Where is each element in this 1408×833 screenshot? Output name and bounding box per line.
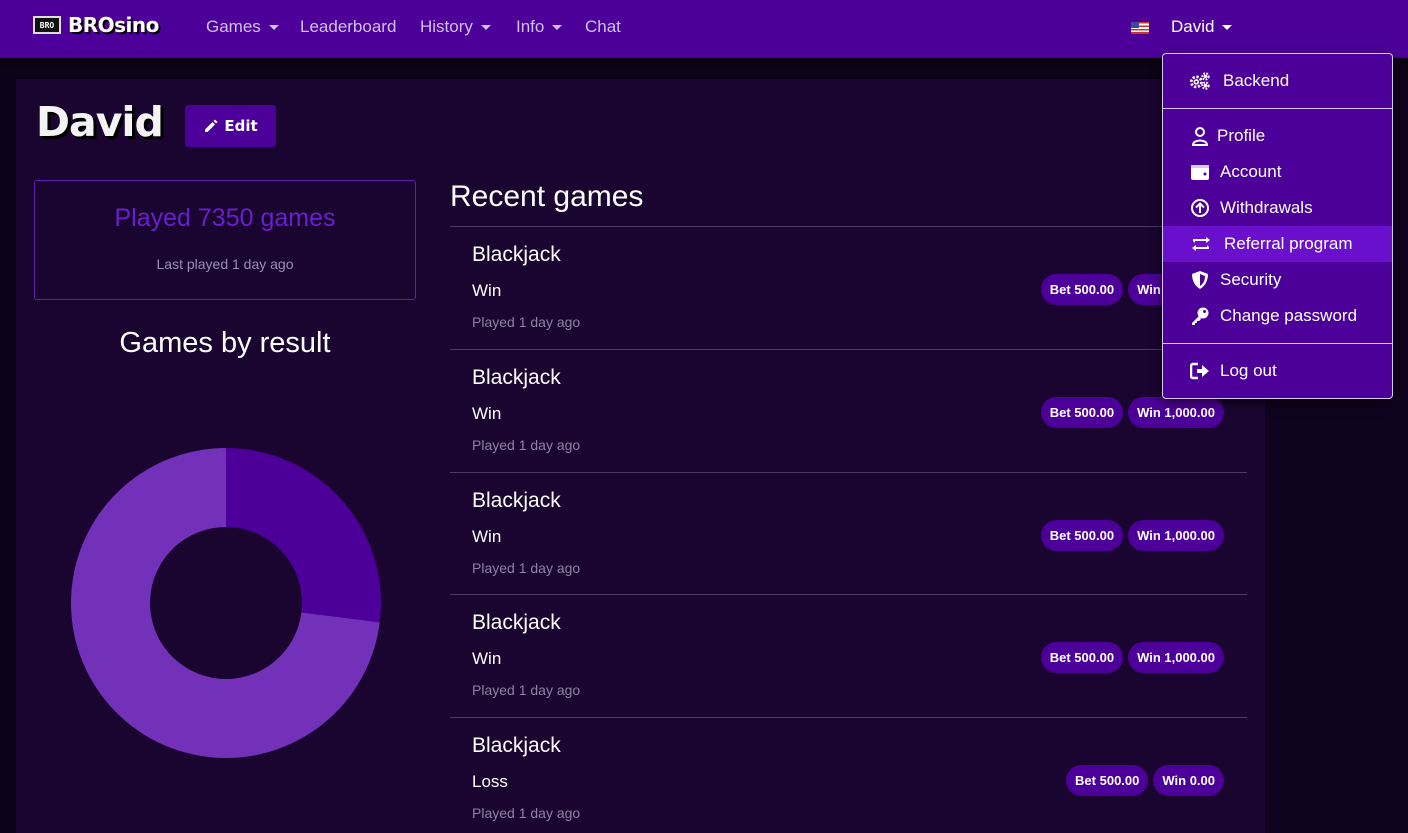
games-by-result-chart [70, 448, 381, 758]
list-item[interactable]: Blackjack Win Played 1 day ago Bet 500.0… [450, 348, 1247, 472]
brand-logo[interactable]: BRO BROsino [33, 13, 159, 37]
nav-info-label: Info [516, 17, 545, 36]
game-result: Win [472, 649, 502, 669]
menu-divider [1163, 343, 1392, 344]
menu-item-referral[interactable]: Referral program [1163, 226, 1392, 262]
chevron-down-icon [480, 24, 491, 30]
game-title: Blackjack [472, 611, 561, 635]
menu-item-label: Referral program [1224, 234, 1353, 253]
game-title: Blackjack [472, 243, 561, 266]
chevron-down-icon [1222, 24, 1233, 30]
shield-icon [1189, 270, 1211, 290]
list-item[interactable]: Blackjack Win Played 1 day ago Bet 500.0… [450, 471, 1247, 595]
stats-card: Played 7350 games Last played 1 day ago [34, 180, 416, 300]
win-badge: Win 1,000.00 [1128, 519, 1224, 551]
menu-item-logout[interactable]: Log out [1163, 353, 1392, 389]
sign-out-icon [1189, 361, 1211, 381]
game-result: Win [472, 281, 502, 300]
game-time: Played 1 day ago [472, 805, 581, 821]
games-played-count: Played 7350 games [114, 204, 336, 232]
menu-item-label: Backend [1223, 71, 1290, 90]
user-menu-label: David [1171, 17, 1215, 36]
nav-games[interactable]: Games [206, 17, 279, 37]
nav-history[interactable]: History [420, 17, 491, 37]
nav-chat-label: Chat [585, 17, 621, 36]
nav-leaderboard-label: Leaderboard [300, 17, 397, 36]
recent-games-title: Recent games [450, 180, 644, 213]
menu-item-change-password[interactable]: Change password [1163, 298, 1392, 334]
user-dropdown-menu: Backend Profile Account Withdra [1162, 53, 1393, 399]
top-navbar: BRO BROsino Games Leaderboard History In… [0, 0, 1408, 58]
game-result: Loss [472, 772, 508, 791]
menu-item-withdrawals[interactable]: Withdrawals [1163, 190, 1392, 226]
game-time: Played 1 day ago [472, 314, 581, 330]
game-time: Played 1 day ago [472, 559, 581, 576]
game-title: Blackjack [472, 734, 561, 757]
menu-item-account[interactable]: Account [1163, 154, 1392, 190]
pencil-icon [205, 119, 218, 132]
game-result: Win [472, 526, 502, 546]
edit-profile-button[interactable]: Edit [185, 105, 276, 147]
menu-divider [1163, 108, 1392, 109]
win-badge: Win 0.00 [1153, 765, 1224, 796]
user-icon [1189, 126, 1211, 146]
list-item[interactable]: Blackjack Win Played 1 day ago Bet 500.0… [450, 226, 1247, 349]
menu-item-label: Security [1220, 270, 1282, 289]
key-icon [1189, 306, 1211, 326]
wallet-icon [1189, 162, 1211, 182]
edit-profile-label: Edit [224, 117, 258, 135]
brand-name: BROsino [68, 13, 159, 37]
bet-badge: Bet 500.00 [1040, 519, 1124, 551]
win-badge: Win 1,000.00 [1128, 396, 1224, 428]
recent-games-list: Blackjack Win Played 1 day ago Bet 500.0… [450, 226, 1247, 833]
profile-name: David [36, 98, 164, 146]
chart-title: Games by result [119, 327, 331, 359]
chevron-down-icon [552, 24, 563, 30]
user-menu-toggle[interactable]: David [1171, 17, 1233, 37]
arrow-circle-up-icon [1189, 198, 1211, 218]
bet-badge: Bet 500.00 [1066, 765, 1149, 796]
game-time: Played 1 day ago [472, 436, 581, 453]
nav-leaderboard[interactable]: Leaderboard [300, 17, 396, 37]
last-played-text: Last played 1 day ago [156, 256, 294, 272]
menu-item-label: Log out [1220, 361, 1277, 380]
donut-slice-1[interactable] [70, 448, 380, 758]
nav-info[interactable]: Info [516, 17, 563, 37]
menu-item-security[interactable]: Security [1163, 262, 1392, 298]
brand-badge: BRO [33, 16, 61, 34]
chevron-down-icon [268, 24, 279, 30]
gears-icon [1189, 71, 1211, 91]
retweet-icon [1189, 234, 1213, 254]
us-flag-icon[interactable] [1131, 22, 1149, 34]
win-badge: Win 1,000.00 [1128, 642, 1224, 674]
game-title: Blackjack [472, 365, 561, 389]
nav-history-label: History [420, 17, 473, 36]
list-item[interactable]: Blackjack Win Played 1 day ago Bet 500.0… [450, 594, 1247, 717]
menu-item-label: Profile [1217, 126, 1266, 145]
bet-badge: Bet 500.00 [1040, 642, 1124, 674]
list-item[interactable]: Blackjack Loss Played 1 day ago Bet 500.… [450, 717, 1247, 833]
menu-item-label: Withdrawals [1220, 198, 1313, 217]
bet-badge: Bet 500.00 [1040, 396, 1124, 428]
game-result: Win [472, 403, 502, 423]
menu-item-backend[interactable]: Backend [1163, 63, 1392, 99]
game-time: Played 1 day ago [472, 682, 581, 699]
bet-badge: Bet 500.00 [1040, 274, 1124, 305]
donut-slice-0[interactable] [226, 448, 381, 623]
nav-chat[interactable]: Chat [585, 17, 621, 37]
nav-games-label: Games [206, 17, 261, 36]
menu-item-label: Change password [1220, 306, 1358, 325]
menu-item-label: Account [1220, 162, 1282, 181]
game-title: Blackjack [472, 488, 561, 512]
menu-item-profile[interactable]: Profile [1163, 118, 1392, 154]
